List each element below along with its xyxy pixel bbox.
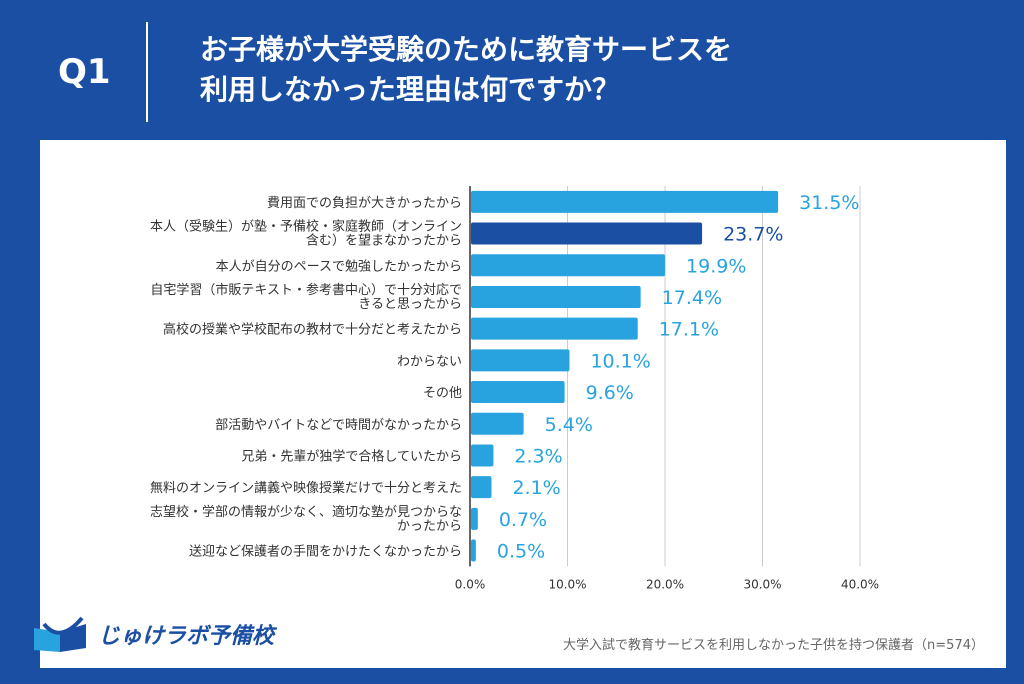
value-label: 2.1% xyxy=(512,477,560,499)
x-tick-label: 30.0% xyxy=(743,577,781,591)
value-label: 17.4% xyxy=(662,287,722,309)
source-note: 大学入試で教育サービスを利用しなかった子供を持つ保護者（n=574） xyxy=(563,638,984,653)
x-tick-label: 40.0% xyxy=(841,577,879,591)
page-title: お子様が大学受験のために教育サービスを 利用しなかった理由は何ですか？ xyxy=(200,30,732,110)
bar xyxy=(471,539,476,562)
value-label: 0.7% xyxy=(499,509,547,531)
category-label: 兄弟・先輩が独学で合格していたから xyxy=(241,448,462,464)
book-logo-icon xyxy=(34,616,86,652)
category-label: 本人が自分のペースで勉強したかったから xyxy=(216,259,462,274)
question-number: Q1 xyxy=(58,52,111,92)
title-line-2: 利用しなかった理由は何ですか？ xyxy=(200,73,621,106)
x-tick-label: 20.0% xyxy=(646,577,684,591)
value-label: 0.5% xyxy=(497,541,545,563)
value-label: 2.3% xyxy=(514,445,562,467)
x-tick-label: 0.0% xyxy=(455,577,486,591)
category-label: きると思ったから xyxy=(358,297,462,312)
bar xyxy=(471,190,779,213)
value-label: 9.6% xyxy=(586,382,634,404)
category-label: 費用面での負担が大きかったから xyxy=(267,196,462,211)
value-label: 23.7% xyxy=(723,224,783,246)
category-label: 部活動やバイトなどで時間がなかったから xyxy=(215,418,462,433)
bar xyxy=(471,285,641,308)
bar xyxy=(471,222,703,245)
category-label: かったから xyxy=(397,519,462,534)
category-label: わからない xyxy=(397,354,462,369)
divider xyxy=(146,22,148,122)
category-label: 送迎など保護者の手間をかけたくなかったから xyxy=(189,544,462,560)
value-label: 19.9% xyxy=(686,255,746,277)
category-label: 志望校・学部の情報が少なく、適切な塾が見つからな xyxy=(150,504,462,520)
category-label: 含む）を望まなかったから xyxy=(306,233,462,249)
bar xyxy=(471,444,494,467)
bar xyxy=(471,317,638,340)
bar xyxy=(471,476,492,499)
bar xyxy=(471,507,478,530)
category-label: その他 xyxy=(423,386,462,401)
bar xyxy=(471,412,524,435)
x-tick-label: 10.0% xyxy=(548,577,586,591)
bar xyxy=(471,254,666,277)
value-label: 31.5% xyxy=(799,192,859,214)
category-label: 高校の授業や学校配布の教材で十分だと考えたから xyxy=(163,322,462,338)
logo-text: じゅけラボ予備校 xyxy=(98,624,275,649)
category-label: 無料のオンライン講義や映像授業だけで十分と考えた xyxy=(150,480,462,496)
bar xyxy=(471,349,570,372)
category-label: 本人（受験生）が塾・予備校・家庭教師（オンライン xyxy=(150,219,462,235)
value-label: 5.4% xyxy=(545,414,593,436)
bar xyxy=(471,381,565,404)
logo: じゅけラボ予備校 xyxy=(30,614,274,654)
category-label: 自宅学習（市販テキスト・参考書中心）で十分対応で xyxy=(150,282,462,298)
title-line-1: お子様が大学受験のために教育サービスを xyxy=(200,33,733,66)
value-label: 10.1% xyxy=(590,350,650,372)
value-label: 17.1% xyxy=(659,319,719,341)
